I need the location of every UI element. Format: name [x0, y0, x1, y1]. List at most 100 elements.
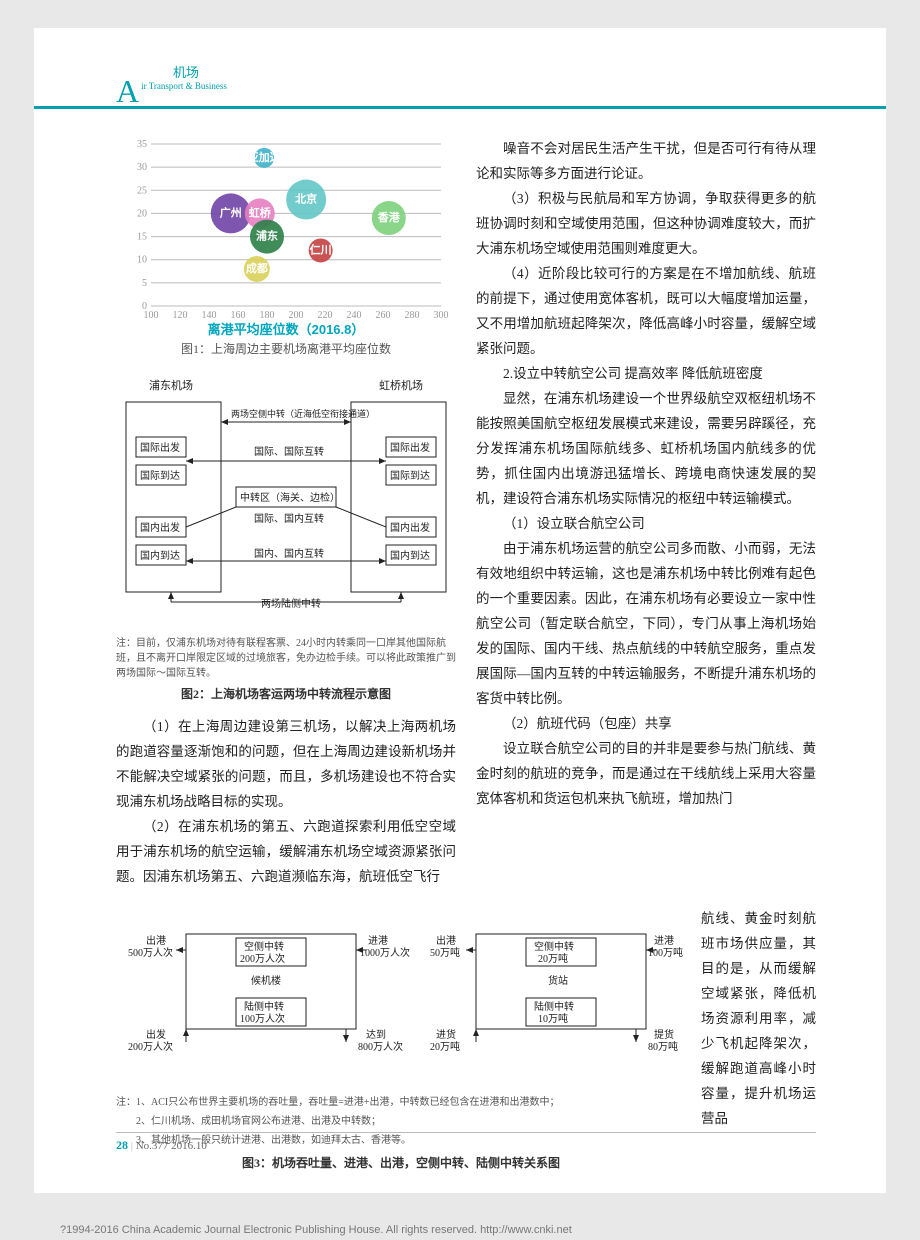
label-hongqiao: 虹桥机场	[379, 378, 423, 392]
f2-l-dep-v: 200万人次	[128, 1040, 173, 1053]
chart-axis-label: 离港平均座位数（2016.8）	[208, 322, 365, 336]
svg-text:300: 300	[434, 310, 449, 321]
label-bottom-land: 两场陆侧中转	[261, 597, 321, 610]
p-narrow: 航线、黄金时刻航班市场供应量，其目的是，从而缓解空域紧张，降低机场资源利用率，减…	[701, 906, 816, 1131]
f2-l-inarr: 进港	[368, 935, 388, 947]
label-pudong: 浦东机场	[149, 378, 193, 392]
transfer-flow-diagram: 浦东机场 虹桥机场 国际出发 国际到达 国内出发 国内到达	[116, 367, 456, 702]
svg-text:140: 140	[202, 310, 217, 321]
box-intl-dep-r: 国际出发	[390, 441, 430, 454]
f2-r-airtr-v: 20万吨	[538, 952, 568, 965]
flow2-footnote-1: 注：1、ACI只公布世界主要机场的吞吐量，吞吐量=进港+出港，中转数已经包含在进…	[116, 1095, 686, 1110]
f2-l-airtr: 空侧中转	[244, 940, 284, 953]
f2-r-airtr: 空侧中转	[534, 940, 574, 953]
h-r3: （2）航班代码（包座）共享	[476, 711, 816, 736]
header-initial: A	[116, 76, 139, 106]
svg-text:260: 260	[376, 310, 391, 321]
f2-r-outdep-v: 50万吨	[430, 946, 460, 959]
label-intl-intl: 国际、国际互转	[254, 445, 324, 458]
svg-text:15: 15	[137, 232, 147, 243]
section-header: A 机场 ir Transport & Business	[116, 76, 227, 106]
p-r2: （3）积极与民航局和军方协调，争取获得更多的航班协调时刻和空域使用范围，但这种协…	[476, 186, 816, 261]
cnki-footer: ?1994-2016 China Academic Journal Electr…	[60, 1224, 572, 1236]
f2-r-landtr: 陆侧中转	[534, 1000, 574, 1013]
svg-text:220: 220	[318, 310, 333, 321]
f2-r-inarr-v: 100万吨	[648, 946, 683, 959]
f2-l-landtr-v: 100万人次	[240, 1012, 285, 1025]
f2-l-outdep-v: 500万人次	[128, 946, 173, 959]
issue-label: No.377 2016.10	[136, 1140, 207, 1152]
f2-l-dep: 出发	[146, 1028, 166, 1041]
svg-text:北京: 北京	[295, 192, 317, 206]
svg-text:10: 10	[137, 255, 147, 266]
f2-l-landtr: 陆侧中转	[244, 1000, 284, 1013]
svg-text:成都: 成都	[246, 261, 268, 275]
box-dom-dep-l: 国内出发	[140, 521, 180, 534]
bubble-chart: 05101520253035 1001201401601802002202402…	[121, 136, 451, 336]
p-r6: 设立联合航空公司的目的并非是要参与热门航线、黄金时刻的航班的竞争，而是通过在干线…	[476, 736, 816, 811]
chart-caption: 图1：上海周边主要机场离港平均座位数	[116, 340, 456, 357]
svg-text:100: 100	[144, 310, 159, 321]
f2-l-arr: 达到	[366, 1029, 386, 1041]
svg-text:虹桥: 虹桥	[249, 205, 272, 219]
p-left-2: （2）在浦东机场的第五、六跑道探索利用低空空域用于浦东机场的航空运输，缓解浦东机…	[116, 814, 456, 889]
p-r5: 由于浦东机场运营的航空公司多而散、小而弱，无法有效地组织中转运输，这也是浦东机场…	[476, 536, 816, 711]
label-dom-dom: 国内、国内互转	[254, 547, 324, 560]
p-r3: （4）近阶段比较可行的方案是在不增加航线、航班的前提下，通过使用宽体客机，既可以…	[476, 261, 816, 361]
p-r4: 显然，在浦东机场建设一个世界级航空双枢纽机场不能按照美国航空枢纽发展模式来建设，…	[476, 386, 816, 511]
svg-text:280: 280	[405, 310, 420, 321]
svg-text:亚加达: 亚加达	[248, 150, 281, 164]
box-intl-arr-l: 国际到达	[140, 470, 180, 482]
svg-text:180: 180	[260, 310, 275, 321]
left-body-text: （1）在上海周边建设第三机场，以解决上海两机场的跑道容量逐渐饱和的问题，但在上海…	[116, 714, 456, 889]
svg-text:25: 25	[137, 185, 147, 196]
f2-l-outdep: 出港	[146, 934, 166, 947]
svg-text:20: 20	[137, 208, 147, 219]
header-cn: 机场	[169, 66, 199, 80]
f2-r-outdep: 出港	[436, 934, 456, 947]
svg-text:浦东: 浦东	[256, 229, 278, 243]
box-dom-arr-l: 国内到达	[140, 549, 180, 562]
p-r1: 噪音不会对居民生活产生干扰，但是否可行有待从理论和实际等多方面进行论证。	[476, 136, 816, 186]
p-left-1: （1）在上海周边建设第三机场，以解决上海两机场的跑道容量逐渐饱和的问题，但在上海…	[116, 714, 456, 814]
svg-text:240: 240	[347, 310, 362, 321]
f2-r-landtr-v: 10万吨	[538, 1012, 568, 1025]
f2-r-dep-v: 20万吨	[430, 1040, 460, 1053]
page: A 机场 ir Transport & Business 05101520253…	[34, 28, 886, 1193]
header-en: ir Transport & Business	[141, 80, 227, 92]
flow1-caption: 图2：上海机场客运两场中转流程示意图	[116, 685, 456, 702]
f2-l-airtr-v: 200万人次	[240, 952, 285, 965]
box-intl-dep-l: 国际出发	[140, 441, 180, 454]
f2-l-inarr-v: 1000万人次	[360, 946, 410, 959]
svg-text:160: 160	[231, 310, 246, 321]
flow2-caption: 图3：机场吞吐量、进港、出港，空侧中转、陆侧中转关系图	[116, 1154, 686, 1171]
f2-left-title: 候机楼	[251, 974, 281, 987]
flow1-footnote: 注：目前，仅浦东机场对待有联程客票、24小时内转乘同一口岸其他国际航班，且不离开…	[116, 636, 456, 681]
f2-r-arr-v: 80万吨	[648, 1040, 678, 1053]
page-footer: 28 | No.377 2016.10	[116, 1138, 207, 1153]
narrow-right-column: 航线、黄金时刻航班市场供应量，其目的是，从而缓解空域紧张，降低机场资源利用率，减…	[701, 906, 816, 1131]
footer-rule	[116, 1132, 816, 1133]
box-intl-arr-r: 国际到达	[390, 470, 430, 482]
svg-text:5: 5	[142, 278, 147, 289]
svg-text:35: 35	[137, 139, 147, 150]
page-number: 28	[116, 1138, 128, 1152]
svg-text:香港: 香港	[377, 210, 401, 224]
svg-text:广州: 广州	[220, 205, 242, 219]
h-r1: 2.设立中转航空公司 提高效率 降低航班密度	[476, 361, 816, 386]
flow2-footnote-2: 2、仁川机场、成田机场官网公布进港、出港及中转数；	[116, 1114, 686, 1129]
svg-text:120: 120	[173, 310, 188, 321]
label-intl-dom: 国际、国内互转	[254, 512, 324, 525]
f2-r-inarr: 进港	[654, 935, 674, 947]
svg-text:200: 200	[289, 310, 304, 321]
header-rule	[34, 106, 886, 109]
svg-text:30: 30	[137, 162, 147, 173]
box-center: 中转区（海关、边检）	[240, 491, 340, 504]
box-dom-arr-r: 国内到达	[390, 549, 430, 562]
label-top-air: 两场空侧中转（近海低空衔接通道）	[231, 408, 375, 419]
f2-r-dep: 进货	[436, 1028, 456, 1041]
svg-text:仁川: 仁川	[310, 242, 332, 256]
f2-right-title: 货站	[548, 974, 568, 987]
h-r2: （1）设立联合航空公司	[476, 511, 816, 536]
right-column: 噪音不会对居民生活产生干扰，但是否可行有待从理论和实际等多方面进行论证。 （3）…	[476, 136, 816, 811]
